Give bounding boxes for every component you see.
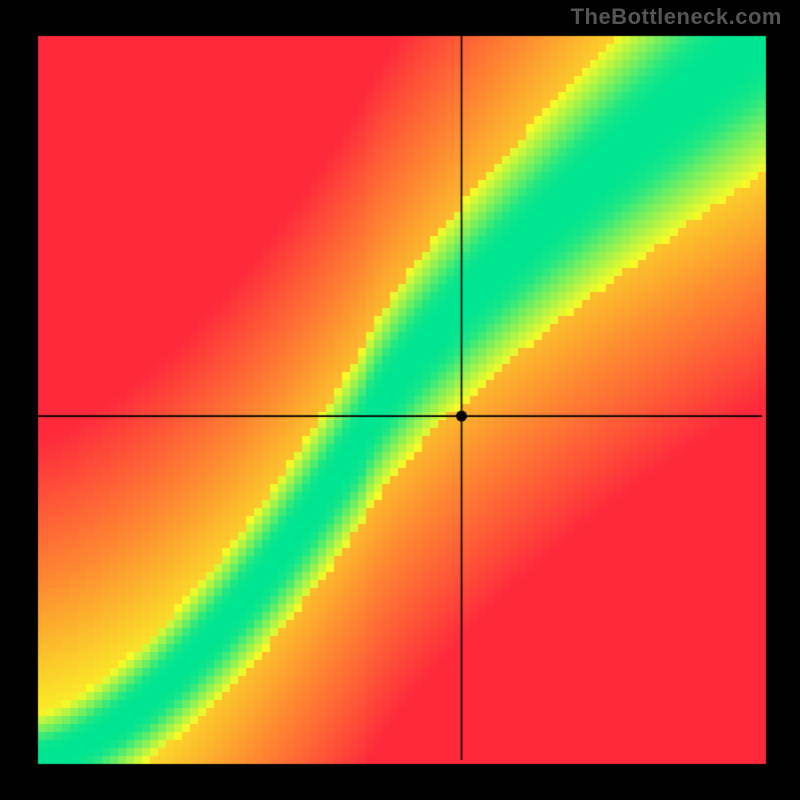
bottleneck-heatmap [0, 0, 800, 800]
chart-container: { "watermark": { "text": "TheBottleneck.… [0, 0, 800, 800]
watermark-text: TheBottleneck.com [571, 4, 782, 30]
